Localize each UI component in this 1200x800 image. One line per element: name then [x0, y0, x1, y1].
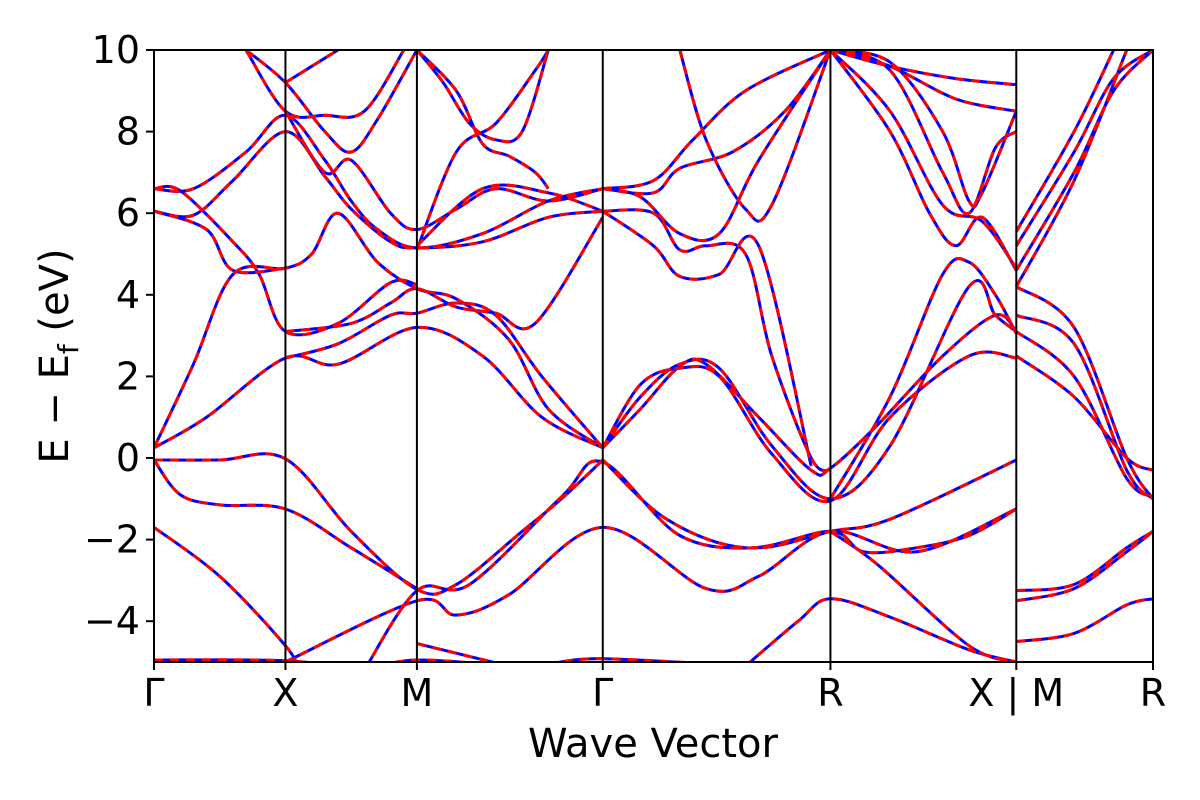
band-line-red-54	[1014, 50, 1129, 288]
band-line-red-15	[154, 325, 604, 450]
band-line-red-4	[747, 597, 1017, 662]
band-line-red-35	[244, 50, 406, 119]
band-line-red-42	[602, 50, 832, 191]
y-tick-label: 2	[116, 354, 140, 398]
band-line-red-10	[601, 458, 1018, 555]
x-tick-label: X	[272, 671, 298, 715]
y-tick-label: −2	[84, 518, 140, 562]
y-tick-label: 4	[116, 273, 140, 317]
band-line-red-38	[415, 50, 550, 190]
band-line-blue-12	[1016, 530, 1153, 593]
band-line-red-14	[1016, 597, 1153, 644]
band-line-red-53	[1014, 50, 1115, 233]
y-axis-label-unit: (eV)	[32, 248, 78, 344]
band-line-red-5	[154, 526, 298, 662]
band-line-blue-13	[1015, 530, 1153, 603]
band-line-red-2	[416, 642, 499, 662]
band-line-blue-52	[1015, 50, 1153, 247]
band-line-red-18	[601, 279, 1018, 501]
x-tick-label: Γ	[592, 671, 613, 715]
band-line-red-17	[601, 313, 1018, 477]
band-line-red-7	[367, 458, 1017, 662]
band-line-red-39	[602, 208, 832, 472]
band-line-red-43	[678, 50, 832, 223]
band-line-red-30	[154, 113, 604, 250]
x-tick-label: M	[400, 671, 433, 715]
x-axis-label: Wave Vector	[528, 721, 779, 767]
x-axis-ticks: Γ X M Γ R X | M R	[143, 662, 1166, 716]
y-tick-label: −4	[84, 599, 140, 643]
band-line-red-19	[601, 350, 1017, 504]
y-axis-label-subscript: f	[52, 343, 85, 354]
band-line-red-22	[285, 216, 605, 333]
band-line-red-27	[154, 209, 286, 275]
y-tick-label: 0	[116, 436, 140, 480]
band-line-red-20	[829, 257, 1018, 500]
band-line-blue-9	[154, 459, 418, 590]
band-line-red-48	[830, 50, 1018, 209]
band-line-red-34	[245, 50, 419, 154]
band-line-red-26	[1015, 285, 1153, 500]
band-line-red-49	[830, 50, 1017, 87]
high-symmetry-lines	[284, 50, 1018, 662]
plot-frame	[153, 49, 1154, 663]
band-line-red-29	[154, 130, 603, 250]
y-tick-label: 10	[92, 28, 140, 72]
band-line-red-41	[602, 50, 832, 196]
band-line-red-37	[415, 50, 550, 144]
band-line-red-50	[830, 50, 1017, 113]
y-axis-label: E − Ef (eV)	[32, 248, 85, 463]
band-line-red-25	[1015, 313, 1153, 500]
band-line-red-28	[154, 184, 418, 337]
band-line-red-36	[284, 50, 339, 84]
y-tick-label: 6	[116, 191, 140, 235]
band-line-red-51	[1015, 50, 1153, 272]
bands-group	[154, 50, 1153, 662]
y-axis-label-main: E − E	[32, 354, 78, 464]
band-line-red-33	[415, 183, 604, 247]
band-line-blue-0	[154, 658, 318, 662]
band-line-red-24	[1015, 330, 1153, 499]
band-line-red-44	[602, 50, 832, 243]
x-tick-label: R	[1140, 671, 1166, 715]
band-line-red-16	[154, 211, 604, 450]
y-axis-ticks: −4 −2 0 2 4 6 8 10	[84, 28, 154, 643]
band-line-red-3	[551, 657, 702, 662]
band-line-red-11	[829, 530, 1017, 662]
band-line-red-45	[829, 50, 1018, 270]
x-tick-label: R	[817, 671, 843, 715]
band-line-red-32	[415, 50, 550, 251]
y-tick-label: 8	[116, 110, 140, 154]
x-tick-label: Γ	[143, 671, 164, 715]
band-line-blue-40	[601, 209, 813, 467]
x-tick-label: X | M	[968, 671, 1064, 716]
band-line-red-6	[284, 507, 1017, 662]
band-line-blue-21	[285, 301, 604, 449]
band-line-red-46	[829, 50, 1018, 272]
